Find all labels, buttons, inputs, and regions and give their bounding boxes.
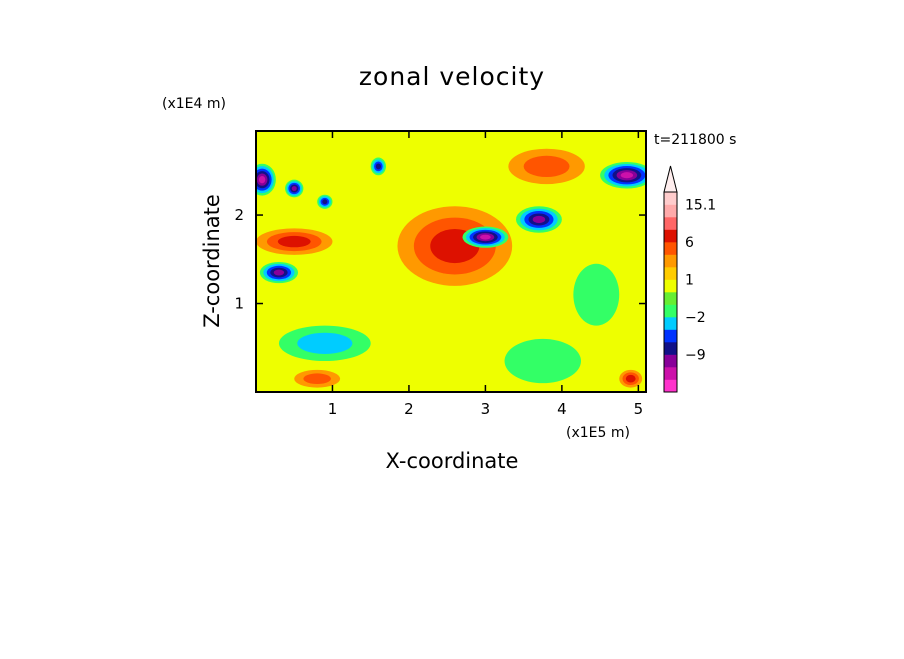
field-feature <box>573 263 620 326</box>
plot-frame <box>255 130 647 393</box>
contour-band <box>375 163 381 170</box>
axis-ticks: 1 2 3 4 5 1 2 <box>234 131 646 418</box>
field-feature <box>278 325 371 362</box>
colorbar-band <box>664 254 677 268</box>
colorbar-band <box>664 342 677 355</box>
contour-band <box>273 269 285 276</box>
contour-band <box>258 175 266 184</box>
colorbar-extend-arrow <box>663 165 678 193</box>
colorbar-band <box>664 217 677 230</box>
contour-band <box>523 155 570 178</box>
y-tick-label: 1 <box>234 295 244 313</box>
y-tick-label: 2 <box>234 206 244 224</box>
colorbar-band <box>664 204 677 218</box>
colorbar-band <box>664 267 677 280</box>
x-tick-label: 3 <box>481 400 491 418</box>
colorbar-band <box>664 329 677 343</box>
colorbar-band <box>664 367 677 380</box>
colorbar-band <box>664 354 677 368</box>
x-tick-label: 5 <box>634 400 644 418</box>
contour-band <box>291 186 297 191</box>
colorbar-tick-label: −9 <box>685 348 706 364</box>
field-feature <box>504 338 581 384</box>
contour-band <box>625 374 636 383</box>
contour-band <box>532 215 546 224</box>
colorbar-tick-label: 15.1 <box>685 198 716 214</box>
field-feature <box>516 206 562 233</box>
x-axis-label: X-coordinate <box>386 449 519 473</box>
colorbar: 15.1 6 1 −2 −9 <box>663 165 716 393</box>
contour-band <box>297 332 353 354</box>
contour-band <box>277 235 311 248</box>
colorbar-frame <box>663 191 678 393</box>
field-feature <box>370 157 386 176</box>
colorbar-band <box>664 229 677 243</box>
colorbar-band <box>664 379 677 393</box>
contour-band <box>620 172 634 179</box>
field-feature <box>256 228 333 255</box>
x-tick-label: 2 <box>404 400 414 418</box>
colorbar-band <box>664 317 677 330</box>
y-axis-label: Z-coordinate <box>200 194 224 328</box>
field-feature <box>508 148 585 185</box>
y-scale-label: (x1E4 m) <box>162 96 226 112</box>
colorbar-band <box>664 292 677 305</box>
time-label: t=211800 s <box>654 132 736 148</box>
contour-band <box>573 263 620 326</box>
field-feature <box>285 179 304 198</box>
contour-band <box>322 199 328 205</box>
x-tick-label: 4 <box>557 400 567 418</box>
x-tick-label: 1 <box>328 400 338 418</box>
colorbar-band <box>664 304 677 318</box>
contour-band <box>504 338 581 384</box>
field-feature <box>259 261 299 284</box>
colorbar-tick-label: −2 <box>685 310 706 326</box>
field-feature <box>462 226 509 248</box>
field-feature <box>256 163 276 196</box>
colorbar-tick-label: 1 <box>685 273 694 289</box>
colorbar-band <box>664 279 677 293</box>
chart-title: zonal velocity <box>359 62 545 91</box>
colorbar-band <box>664 192 677 205</box>
contour-band <box>480 234 491 240</box>
field-feature <box>294 369 341 388</box>
field-feature <box>317 194 333 209</box>
field-feature <box>619 369 643 388</box>
field-feature <box>600 161 646 189</box>
colorbar-band <box>664 242 677 255</box>
contour-band <box>303 373 331 385</box>
x-scale-label: (x1E5 m) <box>566 425 630 441</box>
velocity-field <box>256 131 646 392</box>
colorbar-tick-label: 6 <box>685 235 694 251</box>
